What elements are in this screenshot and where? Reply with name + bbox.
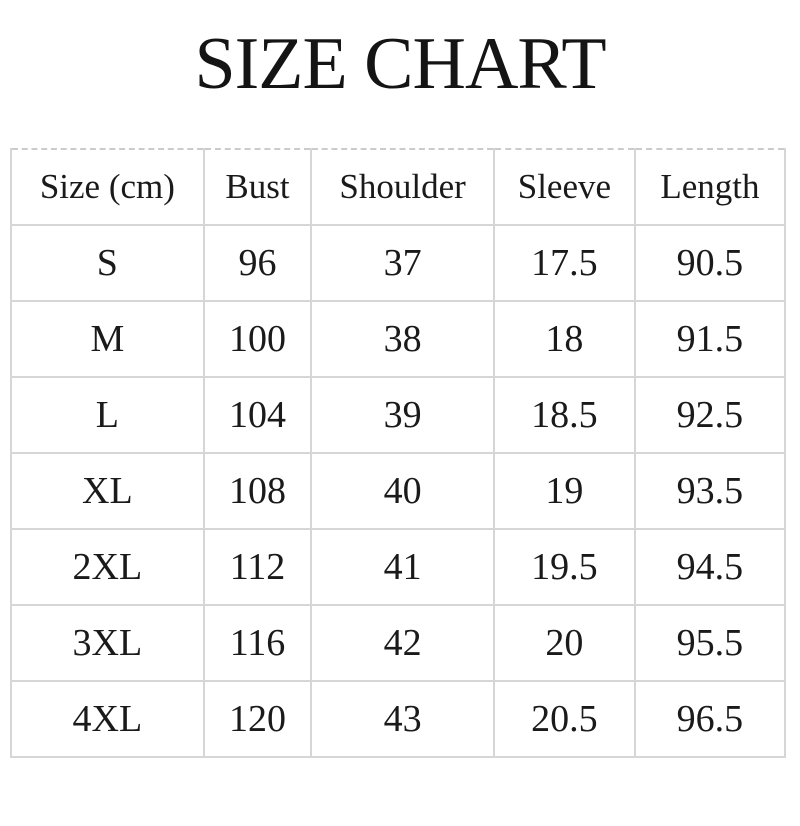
- measurement-cell: 19: [492, 451, 636, 530]
- measurement-cell: 19.5: [492, 527, 636, 606]
- table-body: S 96 37 17.5 90.5 M 100 38 18 91.5 L 104 39 18.5 92.5 X…: [10, 223, 787, 758]
- table-row: M 100 38 18 91.5: [10, 299, 787, 378]
- measurement-cell: 96: [202, 223, 313, 302]
- measurement-cell: 96.5: [633, 679, 787, 758]
- measurement-cell: 90.5: [633, 223, 787, 302]
- size-label-cell: XL: [10, 451, 205, 530]
- table-row: L 104 39 18.5 92.5: [10, 375, 787, 454]
- size-label-cell: 4XL: [10, 679, 205, 758]
- size-label-cell: M: [10, 299, 205, 378]
- table-row: 2XL 112 41 19.5 94.5: [10, 527, 787, 606]
- measurement-cell: 112: [202, 527, 313, 606]
- size-label-cell: S: [10, 223, 205, 302]
- measurement-cell: 20: [492, 603, 636, 682]
- measurement-cell: 120: [202, 679, 313, 758]
- header-cell-length: Length: [633, 147, 787, 226]
- measurement-cell: 18: [492, 299, 636, 378]
- measurement-cell: 95.5: [633, 603, 787, 682]
- header-cell-shoulder: Shoulder: [310, 147, 495, 226]
- measurement-cell: 40: [310, 451, 495, 530]
- measurement-cell: 39: [310, 375, 495, 454]
- measurement-cell: 17.5: [492, 223, 636, 302]
- header-cell-bust: Bust: [202, 147, 313, 226]
- page-title: SIZE CHART: [194, 23, 606, 105]
- size-label-cell: 2XL: [10, 527, 205, 606]
- measurement-cell: 93.5: [633, 451, 787, 530]
- table-row: 3XL 116 42 20 95.5: [10, 603, 787, 682]
- measurement-cell: 42: [310, 603, 495, 682]
- measurement-cell: 91.5: [633, 299, 787, 378]
- table-row: S 96 37 17.5 90.5: [10, 223, 787, 302]
- size-label-cell: 3XL: [10, 603, 205, 682]
- measurement-cell: 41: [310, 527, 495, 606]
- measurement-cell: 100: [202, 299, 313, 378]
- size-label-cell: L: [10, 375, 205, 454]
- table-header-row: Size (cm) Bust Shoulder Sleeve Length: [10, 147, 787, 226]
- measurement-cell: 43: [310, 679, 495, 758]
- measurement-cell: 94.5: [633, 527, 787, 606]
- measurement-cell: 37: [310, 223, 495, 302]
- header-cell-size-cm: Size (cm): [10, 147, 205, 226]
- measurement-cell: 108: [202, 451, 313, 530]
- header-cell-sleeve: Sleeve: [492, 147, 636, 226]
- size-chart-page: SIZE CHART Size (cm) Bust Shoulder Sleeve Le…: [0, 23, 800, 758]
- size-table: Size (cm) Bust Shoulder Sleeve Length S 96 37 1…: [10, 147, 787, 758]
- measurement-cell: 92.5: [633, 375, 787, 454]
- table-row: XL 108 40 19 93.5: [10, 451, 787, 530]
- measurement-cell: 20.5: [492, 679, 636, 758]
- table-row: 4XL 120 43 20.5 96.5: [10, 679, 787, 758]
- measurement-cell: 38: [310, 299, 495, 378]
- measurement-cell: 116: [202, 603, 313, 682]
- measurement-cell: 104: [202, 375, 313, 454]
- measurement-cell: 18.5: [492, 375, 636, 454]
